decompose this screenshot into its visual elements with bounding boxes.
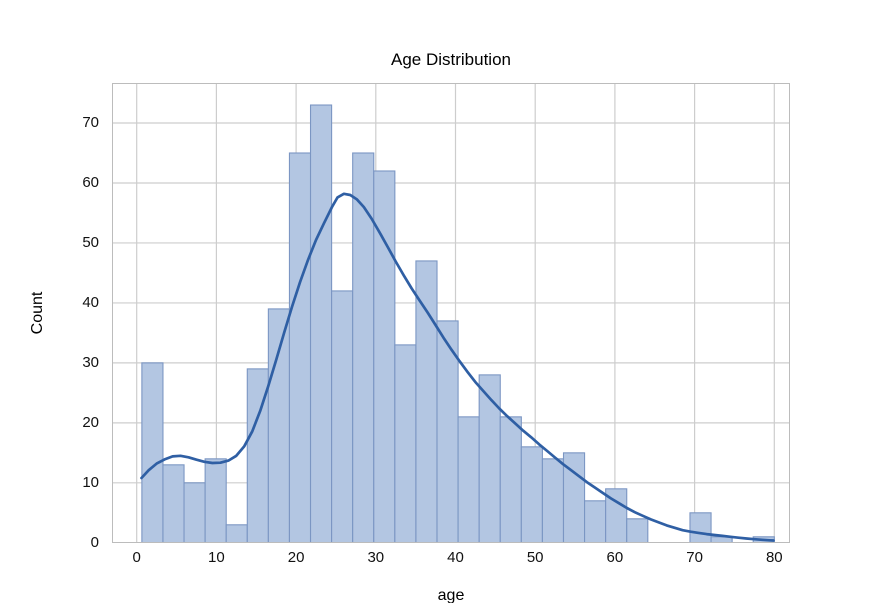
histogram-bar	[689, 512, 712, 543]
y-tick-label: 30	[82, 353, 99, 371]
x-tick-label: 70	[686, 549, 703, 566]
histogram-bar	[225, 524, 248, 543]
histogram-bar	[162, 464, 185, 543]
chart-title: Age Distribution	[390, 50, 511, 69]
histogram-bar	[457, 416, 480, 543]
y-tick-label: 20	[82, 413, 99, 431]
histogram-bar	[331, 290, 354, 543]
x-tick-label: 30	[367, 549, 385, 566]
histogram-bar	[141, 362, 164, 543]
histogram-bar	[541, 458, 565, 543]
y-axis-label: Count	[29, 291, 46, 335]
histogram-bar	[415, 260, 438, 543]
histogram-bar	[499, 416, 522, 543]
histogram-bar	[352, 152, 375, 543]
histogram-svg	[112, 83, 790, 543]
histogram-bar	[288, 152, 312, 543]
x-tick-label: 20	[287, 549, 305, 566]
y-tick-label: 50	[82, 233, 99, 251]
histogram-bar	[520, 446, 543, 543]
y-tick-label: 0	[90, 533, 99, 551]
x-tick-label: 60	[606, 549, 624, 566]
plot-area	[112, 83, 790, 543]
histogram-bar	[204, 458, 227, 543]
x-axis-label: age	[437, 587, 465, 603]
x-tick-label: 80	[765, 549, 783, 566]
y-tick-label: 70	[82, 114, 99, 131]
histogram-bar	[626, 518, 649, 543]
histogram-bar	[309, 104, 333, 543]
histogram-bar	[183, 482, 206, 543]
x-tick-label: 0	[132, 549, 141, 566]
x-tick-label: 50	[526, 549, 544, 566]
y-tick-label: 40	[82, 293, 99, 311]
x-tick-label: 10	[208, 549, 225, 566]
histogram-bar	[267, 308, 290, 543]
x-tick-label: 40	[447, 549, 464, 566]
histogram-bar	[394, 344, 417, 543]
histogram-bar	[584, 500, 607, 543]
y-tick-label: 60	[82, 173, 99, 191]
y-tick-label: 10	[82, 473, 99, 491]
kde-curve	[140, 192, 775, 542]
